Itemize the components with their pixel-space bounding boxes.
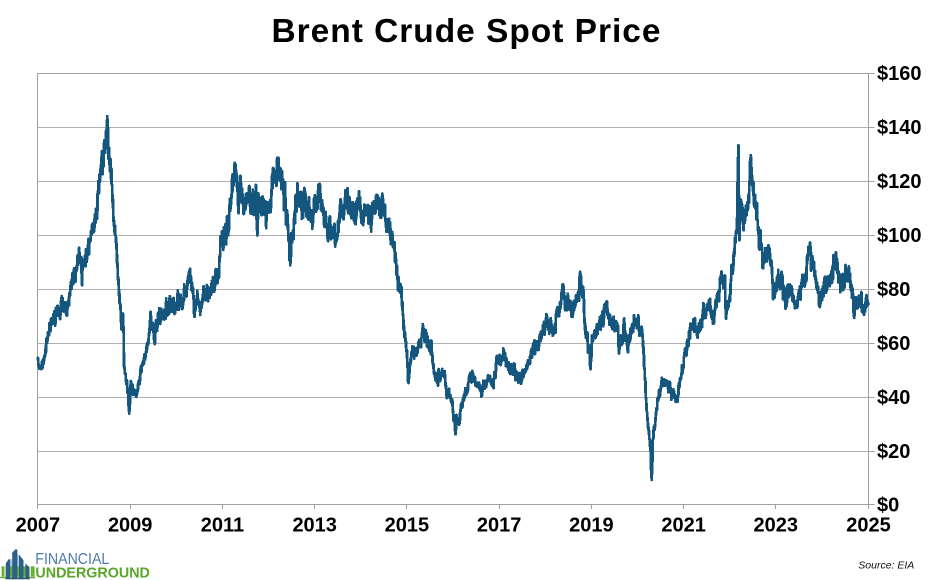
svg-text:2011: 2011 — [201, 515, 244, 537]
svg-text:2013: 2013 — [292, 515, 337, 537]
svg-text:$60: $60 — [877, 333, 910, 355]
svg-text:2025: 2025 — [846, 515, 891, 537]
svg-text:2019: 2019 — [569, 515, 614, 537]
svg-text:2009: 2009 — [108, 515, 153, 537]
svg-text:2007: 2007 — [16, 515, 61, 537]
svg-text:UNDERGROUND: UNDERGROUND — [35, 564, 150, 580]
svg-text:$100: $100 — [877, 225, 922, 247]
svg-text:$140: $140 — [877, 117, 922, 139]
svg-text:2015: 2015 — [385, 515, 430, 537]
svg-text:2017: 2017 — [477, 515, 522, 537]
svg-text:$20: $20 — [877, 441, 910, 463]
svg-text:FINANCIAL: FINANCIAL — [35, 551, 109, 568]
svg-text:$40: $40 — [877, 387, 910, 409]
svg-text:$160: $160 — [877, 63, 922, 85]
svg-text:Brent Crude Spot Price: Brent Crude Spot Price — [272, 13, 661, 50]
svg-text:2023: 2023 — [754, 515, 799, 537]
svg-text:2021: 2021 — [661, 515, 706, 537]
svg-text:$80: $80 — [877, 279, 910, 301]
svg-text:$0: $0 — [877, 495, 899, 517]
svg-text:$120: $120 — [877, 171, 922, 193]
svg-text:Source: EIA: Source: EIA — [858, 559, 914, 571]
